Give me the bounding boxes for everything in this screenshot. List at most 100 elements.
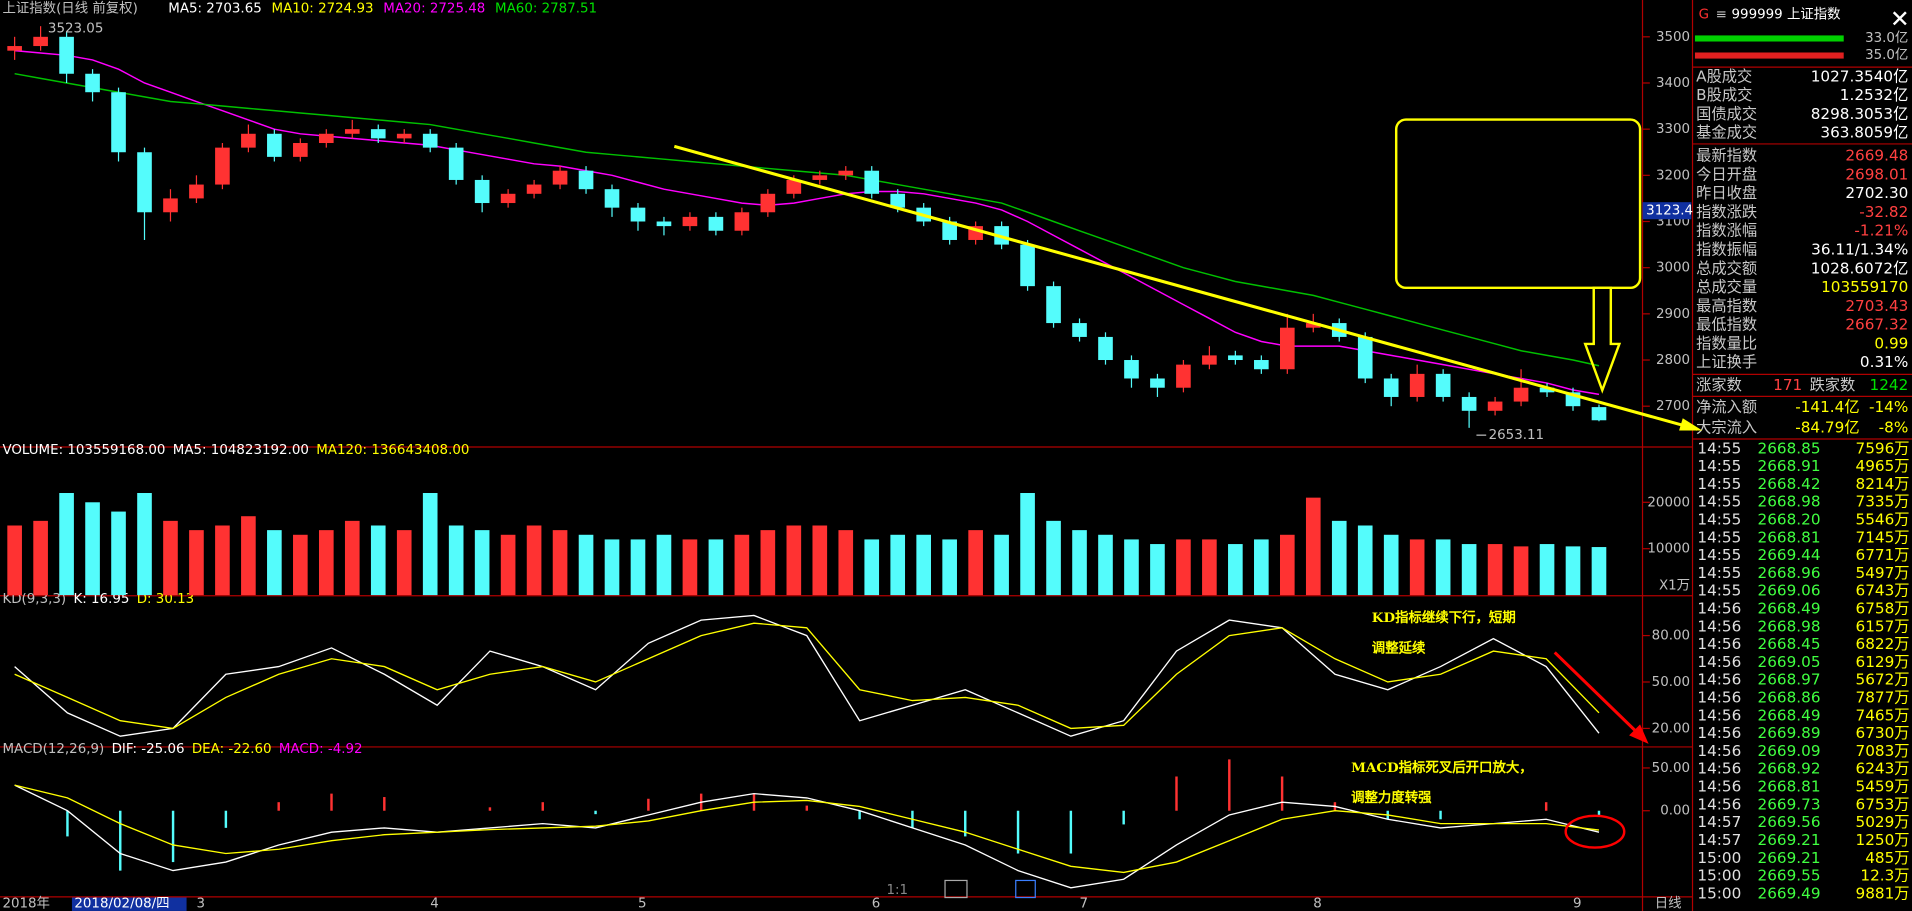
sale-price: 2669.44 — [1758, 546, 1821, 564]
panel-header: MACD(12,26,9) DIF: -25.06 DEA: -22.60 MACD:… — [2, 742, 362, 757]
candle-body — [318, 133, 334, 144]
close-icon[interactable] — [1892, 11, 1907, 26]
sale-time: 14:57 — [1697, 813, 1741, 831]
sale-time: 14:56 — [1697, 600, 1741, 618]
volume-bar — [1072, 530, 1087, 596]
note-text: 调整延续 — [1372, 639, 1426, 656]
cursor-date: 2018/02/08/四 — [74, 897, 169, 911]
quote-label: B股成交 — [1696, 86, 1752, 104]
header-item: DIF: -25.06 — [112, 742, 185, 757]
sale-price: 2668.91 — [1758, 457, 1821, 475]
volume-bar — [448, 525, 464, 596]
bar-up — [1694, 35, 1844, 42]
cursor-date-box — [71, 897, 187, 911]
panel-header: VOLUME: 103559168.00 MA5: 104823192.00 MA1… — [2, 443, 469, 458]
sale-time: 14:55 — [1697, 493, 1741, 511]
candle-body — [448, 147, 464, 180]
quote-label: A股成交 — [1696, 67, 1752, 85]
volume-bar — [85, 502, 100, 596]
volume-bar — [708, 539, 724, 596]
volume-bar — [682, 539, 698, 596]
candle-body — [1254, 360, 1269, 370]
candle-body — [1124, 360, 1139, 379]
volume-bar — [734, 534, 750, 596]
candle-body — [1383, 378, 1399, 397]
quote-label: 总成交量 — [1696, 278, 1757, 296]
candle-body — [1150, 378, 1165, 388]
x-tick-label: 8 — [1313, 897, 1322, 911]
quote-label: 昨日收盘 — [1696, 184, 1757, 202]
candle-body — [1279, 327, 1295, 370]
sale-time: 14:56 — [1697, 689, 1741, 707]
sale-price: 2668.97 — [1758, 671, 1821, 689]
volume-bar — [838, 530, 854, 596]
candle-body — [293, 143, 308, 157]
note-text: 调整力度转强 — [1351, 789, 1432, 806]
kd-arrow — [1553, 651, 1640, 736]
sale-price: 2669.55 — [1758, 867, 1821, 885]
candle-body — [786, 179, 802, 194]
quote-label: 跌家数 — [1810, 376, 1856, 394]
legend-item: MA5: 2703.65 — [168, 2, 261, 17]
volume-bar — [526, 525, 542, 596]
menu[interactable]: ≡ — [1716, 8, 1727, 23]
candle-body — [1487, 401, 1503, 411]
volume-bar — [7, 525, 22, 596]
panel-header: KD(9,3,3) K: 16.95 D: 30.13 — [2, 592, 194, 607]
candle-body — [111, 92, 126, 153]
cursor-price-box — [1642, 202, 1692, 220]
bar-label: 33.0亿 — [1865, 30, 1908, 46]
volume-bar — [1046, 520, 1061, 596]
volume-bar — [1176, 539, 1191, 596]
candle-body — [1591, 407, 1607, 421]
sale-volume: 6753万 — [1856, 795, 1910, 813]
sale-time: 14:55 — [1697, 475, 1741, 493]
sale-volume: 485万 — [1865, 849, 1909, 867]
zoom-button[interactable]: 1:1 — [886, 883, 908, 898]
candle-body — [370, 129, 386, 139]
candle-body — [1305, 323, 1321, 328]
header-item: KD(9,3,3) — [2, 592, 66, 607]
candle-body — [890, 193, 906, 208]
x-tick-label: 3 — [196, 897, 205, 911]
volume-bar — [1279, 534, 1295, 596]
fit-icon[interactable] — [944, 879, 968, 899]
quote-value: -1.21% — [1854, 222, 1908, 240]
quote-value: 0.31% — [1860, 353, 1908, 371]
quote-label: 涨家数 — [1696, 376, 1742, 394]
candle-body — [189, 184, 204, 199]
candle-body — [526, 184, 542, 194]
sale-price: 2668.49 — [1758, 600, 1821, 618]
quote-value: 363.8059亿 — [1820, 124, 1908, 142]
sale-volume: 6243万 — [1856, 760, 1910, 778]
volume-bar — [1539, 544, 1555, 596]
macd-circle — [1564, 814, 1626, 849]
candle-body — [344, 129, 360, 134]
quote-label: 指数量比 — [1696, 334, 1757, 352]
cursor-icon[interactable] — [1015, 879, 1036, 899]
candle-body — [864, 170, 880, 194]
volume-bar — [812, 525, 828, 596]
volume-bar — [500, 534, 516, 596]
y-tick-label: 3300 — [1656, 122, 1690, 137]
sale-price: 2669.89 — [1758, 724, 1821, 742]
callout-box — [1394, 118, 1642, 290]
candle-body — [760, 193, 776, 213]
candle-body — [1098, 336, 1113, 361]
sale-volume: 6129万 — [1856, 653, 1910, 671]
sale-volume: 4965万 — [1856, 457, 1910, 475]
candle-body — [604, 189, 620, 208]
bar-down — [1694, 52, 1844, 59]
code-badge[interactable]: G — [1699, 8, 1709, 23]
sale-time: 14:56 — [1697, 706, 1741, 724]
quote-value: -8% — [1879, 419, 1909, 437]
candle-body — [812, 175, 828, 180]
sale-volume: 8214万 — [1856, 475, 1910, 493]
volume-bar — [1409, 539, 1425, 596]
candle-body — [630, 207, 646, 222]
volume-bar — [59, 493, 74, 596]
header-item: DEA: -22.60 — [192, 742, 272, 757]
sale-volume: 7145万 — [1856, 528, 1910, 546]
x-tick-label: 4 — [430, 897, 439, 911]
